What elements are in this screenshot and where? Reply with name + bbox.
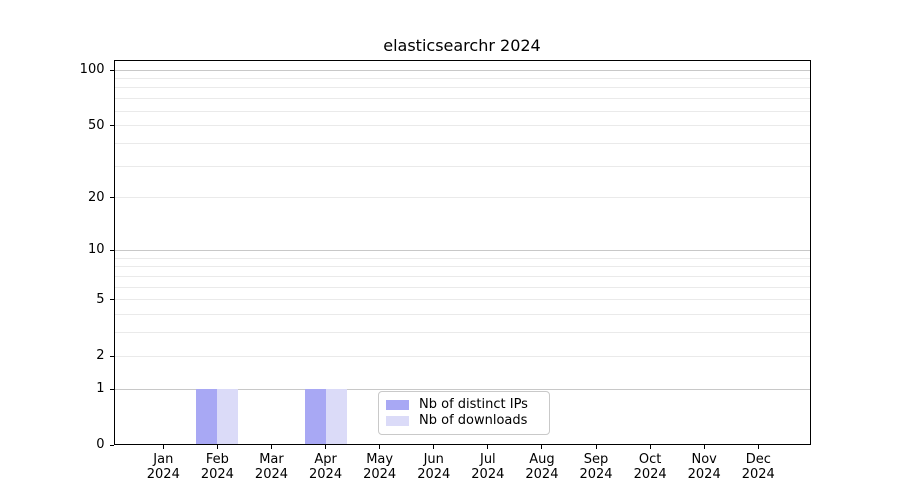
y-gridline	[113, 165, 811, 167]
distinct-ips-swatch-icon	[386, 400, 409, 410]
y-gridline	[113, 110, 811, 112]
x-tick	[216, 445, 218, 449]
y-gridline	[113, 125, 811, 127]
y-tick	[109, 299, 114, 301]
y-gridline	[113, 142, 811, 144]
x-tick	[649, 445, 651, 449]
legend-label: Nb of distinct IPs	[419, 397, 528, 412]
y-gridline	[113, 332, 811, 334]
bar	[217, 389, 239, 445]
x-tick	[433, 445, 435, 449]
y-tick-label: 100	[79, 62, 105, 78]
y-gridline	[113, 98, 811, 100]
y-tick-label: 50	[87, 117, 105, 133]
y-gridline	[113, 266, 811, 268]
y-tick-label: 0	[96, 437, 105, 453]
x-tick-label: Mar 2024	[254, 452, 289, 482]
x-tick	[325, 445, 327, 449]
x-tick	[757, 445, 759, 449]
x-tick	[162, 445, 164, 449]
y-gridline	[113, 275, 811, 277]
x-tick	[703, 445, 705, 449]
x-tick-label: Jan 2024	[146, 452, 180, 482]
y-tick	[109, 69, 114, 71]
bar	[304, 389, 326, 445]
y-tick	[109, 355, 114, 357]
y-gridline	[113, 286, 811, 288]
x-tick-label: Jun 2024	[417, 452, 451, 482]
downloads-swatch-icon	[386, 416, 409, 426]
bar	[325, 389, 347, 445]
x-tick-label: Jul 2024	[471, 452, 505, 482]
y-tick	[109, 125, 114, 127]
x-tick-label: Dec 2024	[741, 452, 775, 482]
legend-item-downloads: Nb of downloads	[386, 414, 540, 428]
x-tick-label: Oct 2024	[633, 452, 667, 482]
legend-label: Nb of downloads	[419, 413, 528, 428]
y-gridline	[113, 257, 811, 259]
y-tick	[109, 249, 114, 251]
y-tick	[109, 388, 114, 390]
chart-title: elasticsearchr 2024	[383, 36, 541, 55]
x-tick-label: Sep 2024	[579, 452, 613, 482]
y-gridline	[113, 69, 811, 71]
x-tick-label: Aug 2024	[525, 452, 559, 482]
y-tick-label: 10	[87, 242, 105, 258]
y-tick-label: 20	[87, 189, 105, 205]
bar	[196, 389, 218, 445]
x-tick	[379, 445, 381, 449]
y-gridline	[113, 388, 811, 390]
x-tick	[270, 445, 272, 449]
legend: Nb of distinct IPs Nb of downloads	[378, 391, 550, 435]
y-tick	[109, 197, 114, 199]
x-tick-label: Nov 2024	[687, 452, 721, 482]
y-gridline	[113, 78, 811, 80]
y-tick	[109, 444, 114, 446]
x-tick-label: Apr 2024	[309, 452, 343, 482]
y-gridline	[113, 197, 811, 199]
plot-area	[113, 60, 811, 445]
y-gridline	[113, 355, 811, 357]
y-gridline	[113, 314, 811, 315]
x-tick-label: May 2024	[363, 452, 397, 482]
y-gridline	[113, 299, 811, 301]
legend-item-distinct-ips: Nb of distinct IPs	[386, 398, 540, 412]
y-tick-label: 2	[96, 348, 105, 364]
x-tick-label: Feb 2024	[200, 452, 234, 482]
x-tick	[595, 445, 597, 449]
x-tick	[487, 445, 489, 449]
y-tick-label: 1	[96, 381, 105, 397]
x-tick	[541, 445, 543, 449]
y-gridline	[113, 87, 811, 89]
y-tick-label: 5	[96, 291, 105, 307]
y-gridline	[113, 249, 811, 251]
